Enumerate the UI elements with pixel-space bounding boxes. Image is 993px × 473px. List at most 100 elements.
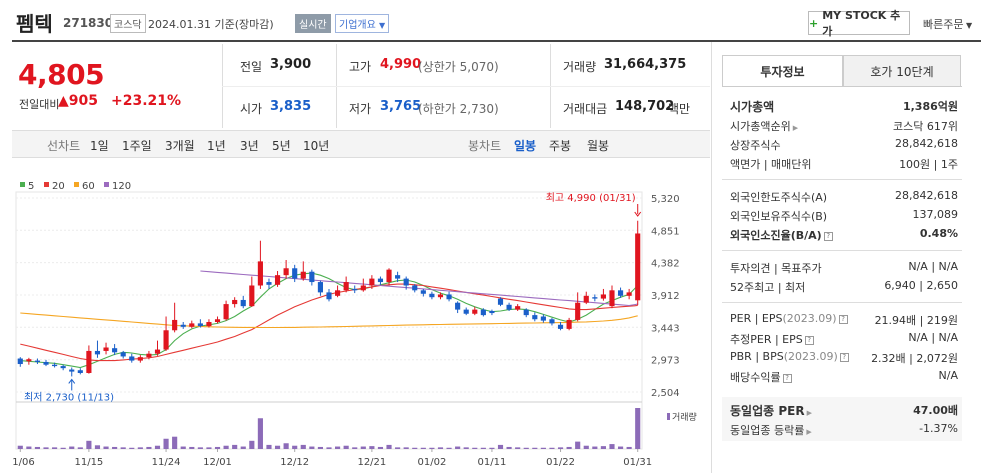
candle-body <box>163 330 169 350</box>
volume-bar <box>17 445 23 449</box>
candle-body <box>609 290 615 307</box>
candle-body <box>26 359 32 362</box>
candle-body <box>180 324 186 327</box>
company-overview-button[interactable]: 기업개요 ▼ <box>335 14 390 33</box>
help-icon[interactable]: ? <box>804 335 814 345</box>
chevron-down-icon: ▼ <box>379 21 386 30</box>
volume-bar <box>523 447 529 449</box>
range-10y[interactable]: 10년 <box>303 139 330 153</box>
volume-bar <box>626 446 632 449</box>
help-icon[interactable]: ? <box>823 231 833 241</box>
candle-body <box>197 323 203 327</box>
pbr-date: (2023.09) <box>783 350 838 363</box>
candle-body <box>557 324 564 329</box>
help-icon[interactable]: ? <box>782 373 792 383</box>
open-label: 시가 <box>240 102 263 116</box>
volume-bar <box>86 440 92 449</box>
quick-order-button[interactable]: 빠른주문 ▼ <box>923 16 972 32</box>
shares-value: 28,842,618 <box>895 137 958 150</box>
legend-label: 120 <box>112 181 131 192</box>
range-1y[interactable]: 1년 <box>207 139 226 153</box>
candle-body <box>523 309 529 316</box>
candle-body <box>292 268 298 279</box>
triangle-right-icon: ▶ <box>806 428 812 436</box>
candle-monthly[interactable]: 월봉 <box>587 139 610 153</box>
foreign-ratio-label-wrap: 외국인소진율(B/A)? <box>730 227 833 243</box>
volume-bar <box>489 447 495 449</box>
volume-bar <box>292 445 298 449</box>
legend-swatch <box>44 182 49 187</box>
volume-legend-label: 거래량 <box>672 411 697 423</box>
pbr-row: PBR | BPS(2023.09)? 2.32배 | 2,072원 <box>730 350 958 366</box>
stock-code: 271830 <box>63 16 114 30</box>
volume-bar <box>472 447 478 449</box>
cap-rank-label: 시가총액순위 <box>730 120 791 133</box>
volume-bar <box>172 436 178 449</box>
range-1w[interactable]: 1주일 <box>122 139 152 153</box>
volume-bar <box>403 447 409 449</box>
candle-body <box>506 304 512 310</box>
opinion-label: 투자의견 | 목표주가 <box>730 262 822 275</box>
tab-investment-info[interactable]: 투자정보 <box>722 55 843 87</box>
volume-bar <box>240 446 246 449</box>
stock-name: 펨텍 <box>16 12 53 36</box>
candle-body <box>112 348 118 353</box>
volume-bar <box>515 447 521 449</box>
volume-bar <box>26 446 32 449</box>
candle-body <box>274 275 281 285</box>
candle-body <box>214 319 221 323</box>
candle-body <box>309 271 315 283</box>
range-3m[interactable]: 3개월 <box>165 139 195 153</box>
cap-rank-value: 코스닥 617위 <box>893 120 958 133</box>
range-1d[interactable]: 1일 <box>90 139 109 153</box>
candle-chart-label: 봉차트 <box>468 139 502 153</box>
help-icon[interactable]: ? <box>839 352 849 362</box>
y-tick-label: 2,504 <box>651 388 680 399</box>
range-3y[interactable]: 3년 <box>240 139 259 153</box>
candle-weekly[interactable]: 주봉 <box>549 139 572 153</box>
industry-per-row: 동일업종 PER ▶ 47.00배 <box>730 402 958 419</box>
foreign-hold-label: 외국인보유주식수(B) <box>730 210 828 223</box>
foreign-limit-value: 28,842,618 <box>895 189 958 202</box>
dividend-row: 배당수익률? N/A <box>730 369 958 385</box>
candle-body <box>583 295 589 303</box>
industry-rate-label-wrap: 동일업종 등락률 ▶ <box>730 422 812 438</box>
candle-body <box>429 293 435 298</box>
volume-bar <box>480 447 486 449</box>
candle-daily[interactable]: 일봉 <box>514 139 537 153</box>
volume-bar <box>326 447 332 449</box>
shares-row: 상장주식수 28,842,618 <box>730 137 958 153</box>
max-arrow-head <box>634 211 642 217</box>
candle-body <box>386 269 392 283</box>
chevron-down-icon: ▼ <box>963 21 973 30</box>
tab-orderbook[interactable]: 호가 10단계 <box>843 55 961 87</box>
y-tick-label: 2,973 <box>651 356 680 367</box>
volume-legend-swatch <box>667 413 670 420</box>
line-chart-label: 선차트 <box>47 139 81 153</box>
industry-per-label: 동일업종 PER <box>730 404 805 418</box>
x-tick-label: 12/21 <box>357 457 386 468</box>
add-mystock-button[interactable]: + MY STOCK 추가 <box>808 9 910 38</box>
per-value: 21.94배 | 219원 <box>874 314 958 327</box>
volume-bar <box>249 440 255 449</box>
dividend-value: N/A <box>938 369 958 382</box>
per-label: PER | EPS <box>730 312 783 325</box>
candle-body <box>120 352 126 357</box>
candle-body <box>480 309 486 316</box>
volume-bar <box>154 445 161 449</box>
header-divider <box>12 40 981 42</box>
foreign-limit-row: 외국인한도주식수(A) 28,842,618 <box>730 189 958 205</box>
stock-chart[interactable]: 5,320 4,851 4,382 3,912 3,443 2,973 2,504 11/06… <box>12 172 710 473</box>
legend-swatch <box>20 182 25 187</box>
volume-bar <box>557 447 564 449</box>
industry-rate-value: -1.37% <box>919 422 958 435</box>
volume-bar <box>137 447 143 449</box>
volume-bar <box>437 447 444 449</box>
realtime-badge[interactable]: 실시간 <box>295 14 331 33</box>
range-5y[interactable]: 5년 <box>272 139 291 153</box>
market-badge: 코스닥 <box>110 14 146 33</box>
volume-bar <box>420 447 426 449</box>
help-icon[interactable]: ? <box>838 314 848 324</box>
candle-body <box>497 298 504 305</box>
y-tick-label: 3,443 <box>651 323 680 334</box>
